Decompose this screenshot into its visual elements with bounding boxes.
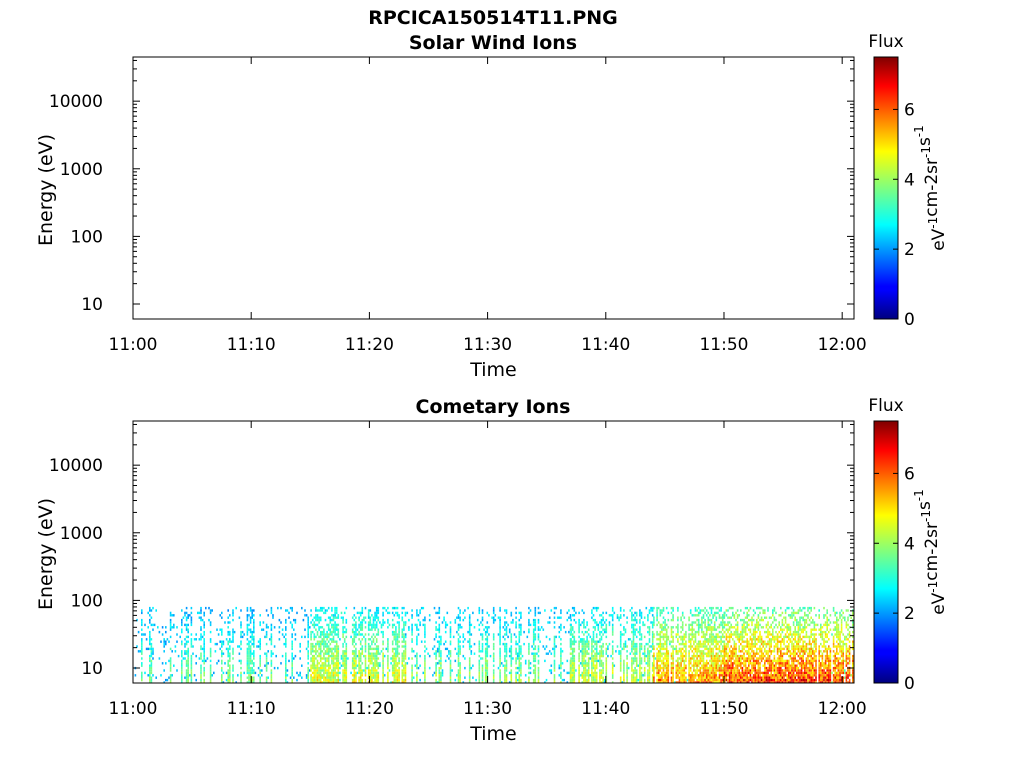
x-tick-label: 11:40 (581, 335, 630, 355)
plot-frame (132, 420, 855, 684)
y-tick-label: 10000 (49, 92, 103, 112)
x-tick-label: 11:00 (109, 335, 158, 355)
plot-frame (132, 56, 855, 320)
x-tick-label: 12:00 (818, 335, 867, 355)
flux-segment (653, 606, 726, 683)
flux-segment (724, 606, 854, 683)
solar-wind-panel: 10 100 1000 10000 11:00 11:10 11:20 11:30 11:40 1… (35, 32, 949, 381)
y-tick-label: 1000 (60, 160, 103, 180)
colorbar-tick-label: 6 (904, 464, 915, 484)
flux-data (134, 606, 854, 683)
colorbar-tick-label: 2 (904, 604, 915, 624)
colorbar-tick-label: 6 (904, 100, 915, 120)
y-tick-label: 100 (71, 227, 103, 247)
colorbar-tick-label: 0 (904, 310, 915, 330)
colorbar-tick-label: 0 (904, 674, 915, 694)
y-axis-label: Energy (eV) (35, 134, 57, 246)
colorbar-unit-label: eV-1cm-2sr-1s-1 (912, 125, 949, 251)
x-axis-label: Time (469, 723, 517, 745)
panel-title: Cometary Ions (416, 396, 571, 418)
y-tick-label: 10 (81, 659, 103, 679)
y-tick-label: 1000 (60, 524, 103, 544)
x-tick-label: 11:00 (109, 699, 158, 719)
flux-segment (134, 606, 311, 683)
x-tick-label: 11:10 (227, 335, 276, 355)
x-tick-label: 11:30 (463, 335, 512, 355)
colorbar-unit-label: eV-1cm-2sr-1s-1 (912, 489, 949, 615)
panel-title: Solar Wind Ions (409, 32, 577, 54)
x-tick-label: 11:20 (345, 699, 394, 719)
x-tick-label: 11:40 (581, 699, 630, 719)
colorbar-label: Flux (868, 32, 903, 52)
colorbar (873, 420, 899, 684)
colorbar-tick-label: 4 (904, 170, 915, 190)
y-tick-label: 10000 (49, 456, 103, 476)
x-tick-label: 11:10 (227, 699, 276, 719)
x-tick-label: 11:30 (463, 699, 512, 719)
x-axis-label: Time (469, 359, 517, 381)
x-tick-label: 11:50 (699, 699, 748, 719)
y-axis-label: Energy (eV) (35, 498, 57, 610)
figure-title: RPCICA150514T11.PNG (368, 7, 618, 29)
y-tick-label: 100 (71, 591, 103, 611)
x-tick-label: 12:00 (818, 699, 867, 719)
colorbar-tick-label: 2 (904, 240, 915, 260)
flux-segment (404, 606, 572, 683)
flux-segment (570, 606, 654, 683)
cometary-ions-panel: 10 100 1000 10000 11:00 11:10 11:20 11:30 11:40 1… (35, 396, 949, 745)
colorbar-tick-label: 4 (904, 534, 915, 554)
flux-segment (310, 606, 407, 683)
colorbar-label: Flux (868, 396, 903, 416)
x-tick-label: 11:50 (699, 335, 748, 355)
x-tick-label: 11:20 (345, 335, 394, 355)
colorbar (873, 56, 899, 320)
y-tick-label: 10 (81, 295, 103, 315)
